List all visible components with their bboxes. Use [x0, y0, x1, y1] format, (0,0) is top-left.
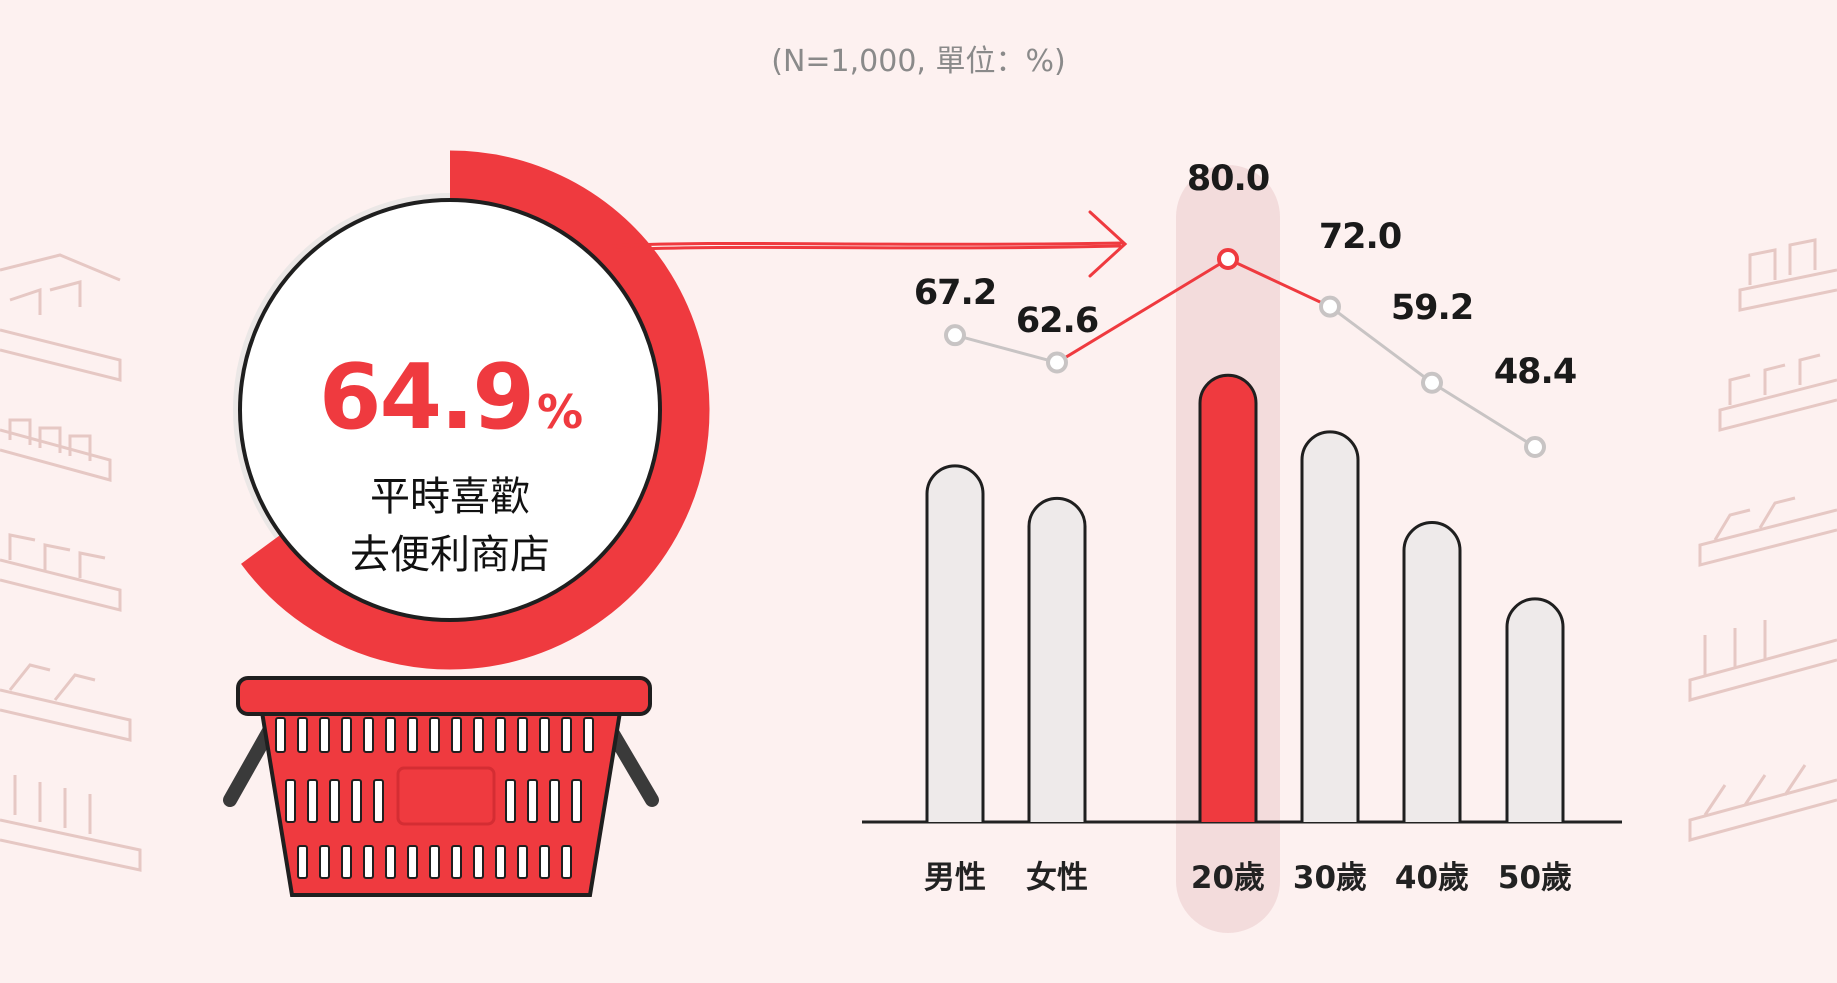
value-label-2: 80.0: [1186, 159, 1270, 199]
arrow-connector: [610, 210, 1128, 278]
line-point-4: [1421, 371, 1443, 394]
line-segment-0: [954, 333, 1058, 364]
bar-4: [1402, 520, 1462, 822]
line-segment-4: [1431, 381, 1536, 449]
sample-note: (N=1,000, 單位：%): [771, 44, 1066, 79]
value-label-4: 59.2: [1390, 287, 1474, 328]
line-point-0: [944, 324, 966, 347]
bar-2: [1198, 373, 1258, 822]
highlight-percentage: 64.9%: [240, 345, 660, 450]
bar-1: [1027, 496, 1087, 822]
basket-illustration: [223, 676, 659, 897]
category-label-1: 女性: [1026, 860, 1088, 896]
line-point-5: [1524, 436, 1546, 459]
caption-line-2: 去便利商店: [350, 532, 550, 578]
highlight-value: 64.9: [318, 345, 535, 450]
value-label-3: 72.0: [1318, 216, 1402, 257]
caption-line-1: 平時喜歡: [370, 474, 530, 520]
donut-progress-arc: [241, 150, 710, 670]
line-segment-1: [1056, 257, 1229, 364]
bar-3: [1300, 430, 1360, 822]
category-label-4: 40歲: [1394, 860, 1470, 896]
line-segment-2: [1227, 257, 1331, 308]
value-label-0: 67.2: [913, 273, 997, 314]
shelf-decoration-left: [0, 253, 142, 872]
bar-chart: [862, 165, 1622, 933]
line-segment-3: [1329, 305, 1433, 384]
bar-0: [925, 464, 985, 822]
value-label-1: 62.6: [1015, 300, 1099, 341]
category-label-2: 20歲: [1190, 860, 1266, 896]
category-label-3: 30歲: [1292, 860, 1368, 896]
category-label-5: 50歲: [1497, 860, 1573, 896]
highlight-caption: 平時喜歡 去便利商店: [240, 468, 660, 584]
category-label-0: 男性: [924, 860, 986, 896]
line-point-3: [1319, 295, 1341, 318]
shelf-decoration-right: [1688, 238, 1837, 842]
line-point-2: [1217, 248, 1239, 270]
line-point-1: [1046, 351, 1068, 374]
bar-5: [1505, 597, 1565, 822]
donut-center-circle: [238, 198, 662, 622]
value-label-5: 48.4: [1493, 352, 1577, 393]
highlight-unit: %: [536, 385, 583, 439]
